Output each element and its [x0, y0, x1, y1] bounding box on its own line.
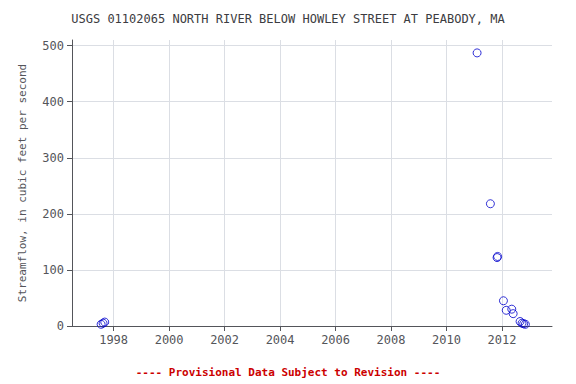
- svg-text:Streamflow, in cubic feet per: Streamflow, in cubic feet per second: [16, 64, 29, 302]
- svg-text:100: 100: [42, 263, 64, 277]
- svg-text:2010: 2010: [432, 333, 461, 347]
- svg-text:400: 400: [42, 95, 64, 109]
- svg-text:---- Provisional Data Subject: ---- Provisional Data Subject to Revisio…: [136, 366, 441, 379]
- svg-text:USGS 01102065 NORTH RIVER BELO: USGS 01102065 NORTH RIVER BELOW HOWLEY S…: [71, 12, 505, 26]
- svg-text:2008: 2008: [377, 333, 406, 347]
- svg-text:500: 500: [42, 39, 64, 53]
- svg-text:200: 200: [42, 207, 64, 221]
- svg-text:300: 300: [42, 151, 64, 165]
- svg-text:2002: 2002: [210, 333, 239, 347]
- svg-text:0: 0: [57, 319, 64, 333]
- svg-text:2004: 2004: [266, 333, 295, 347]
- svg-text:2006: 2006: [321, 333, 350, 347]
- svg-text:2000: 2000: [155, 333, 184, 347]
- svg-text:1998: 1998: [99, 333, 128, 347]
- svg-text:2012: 2012: [488, 333, 517, 347]
